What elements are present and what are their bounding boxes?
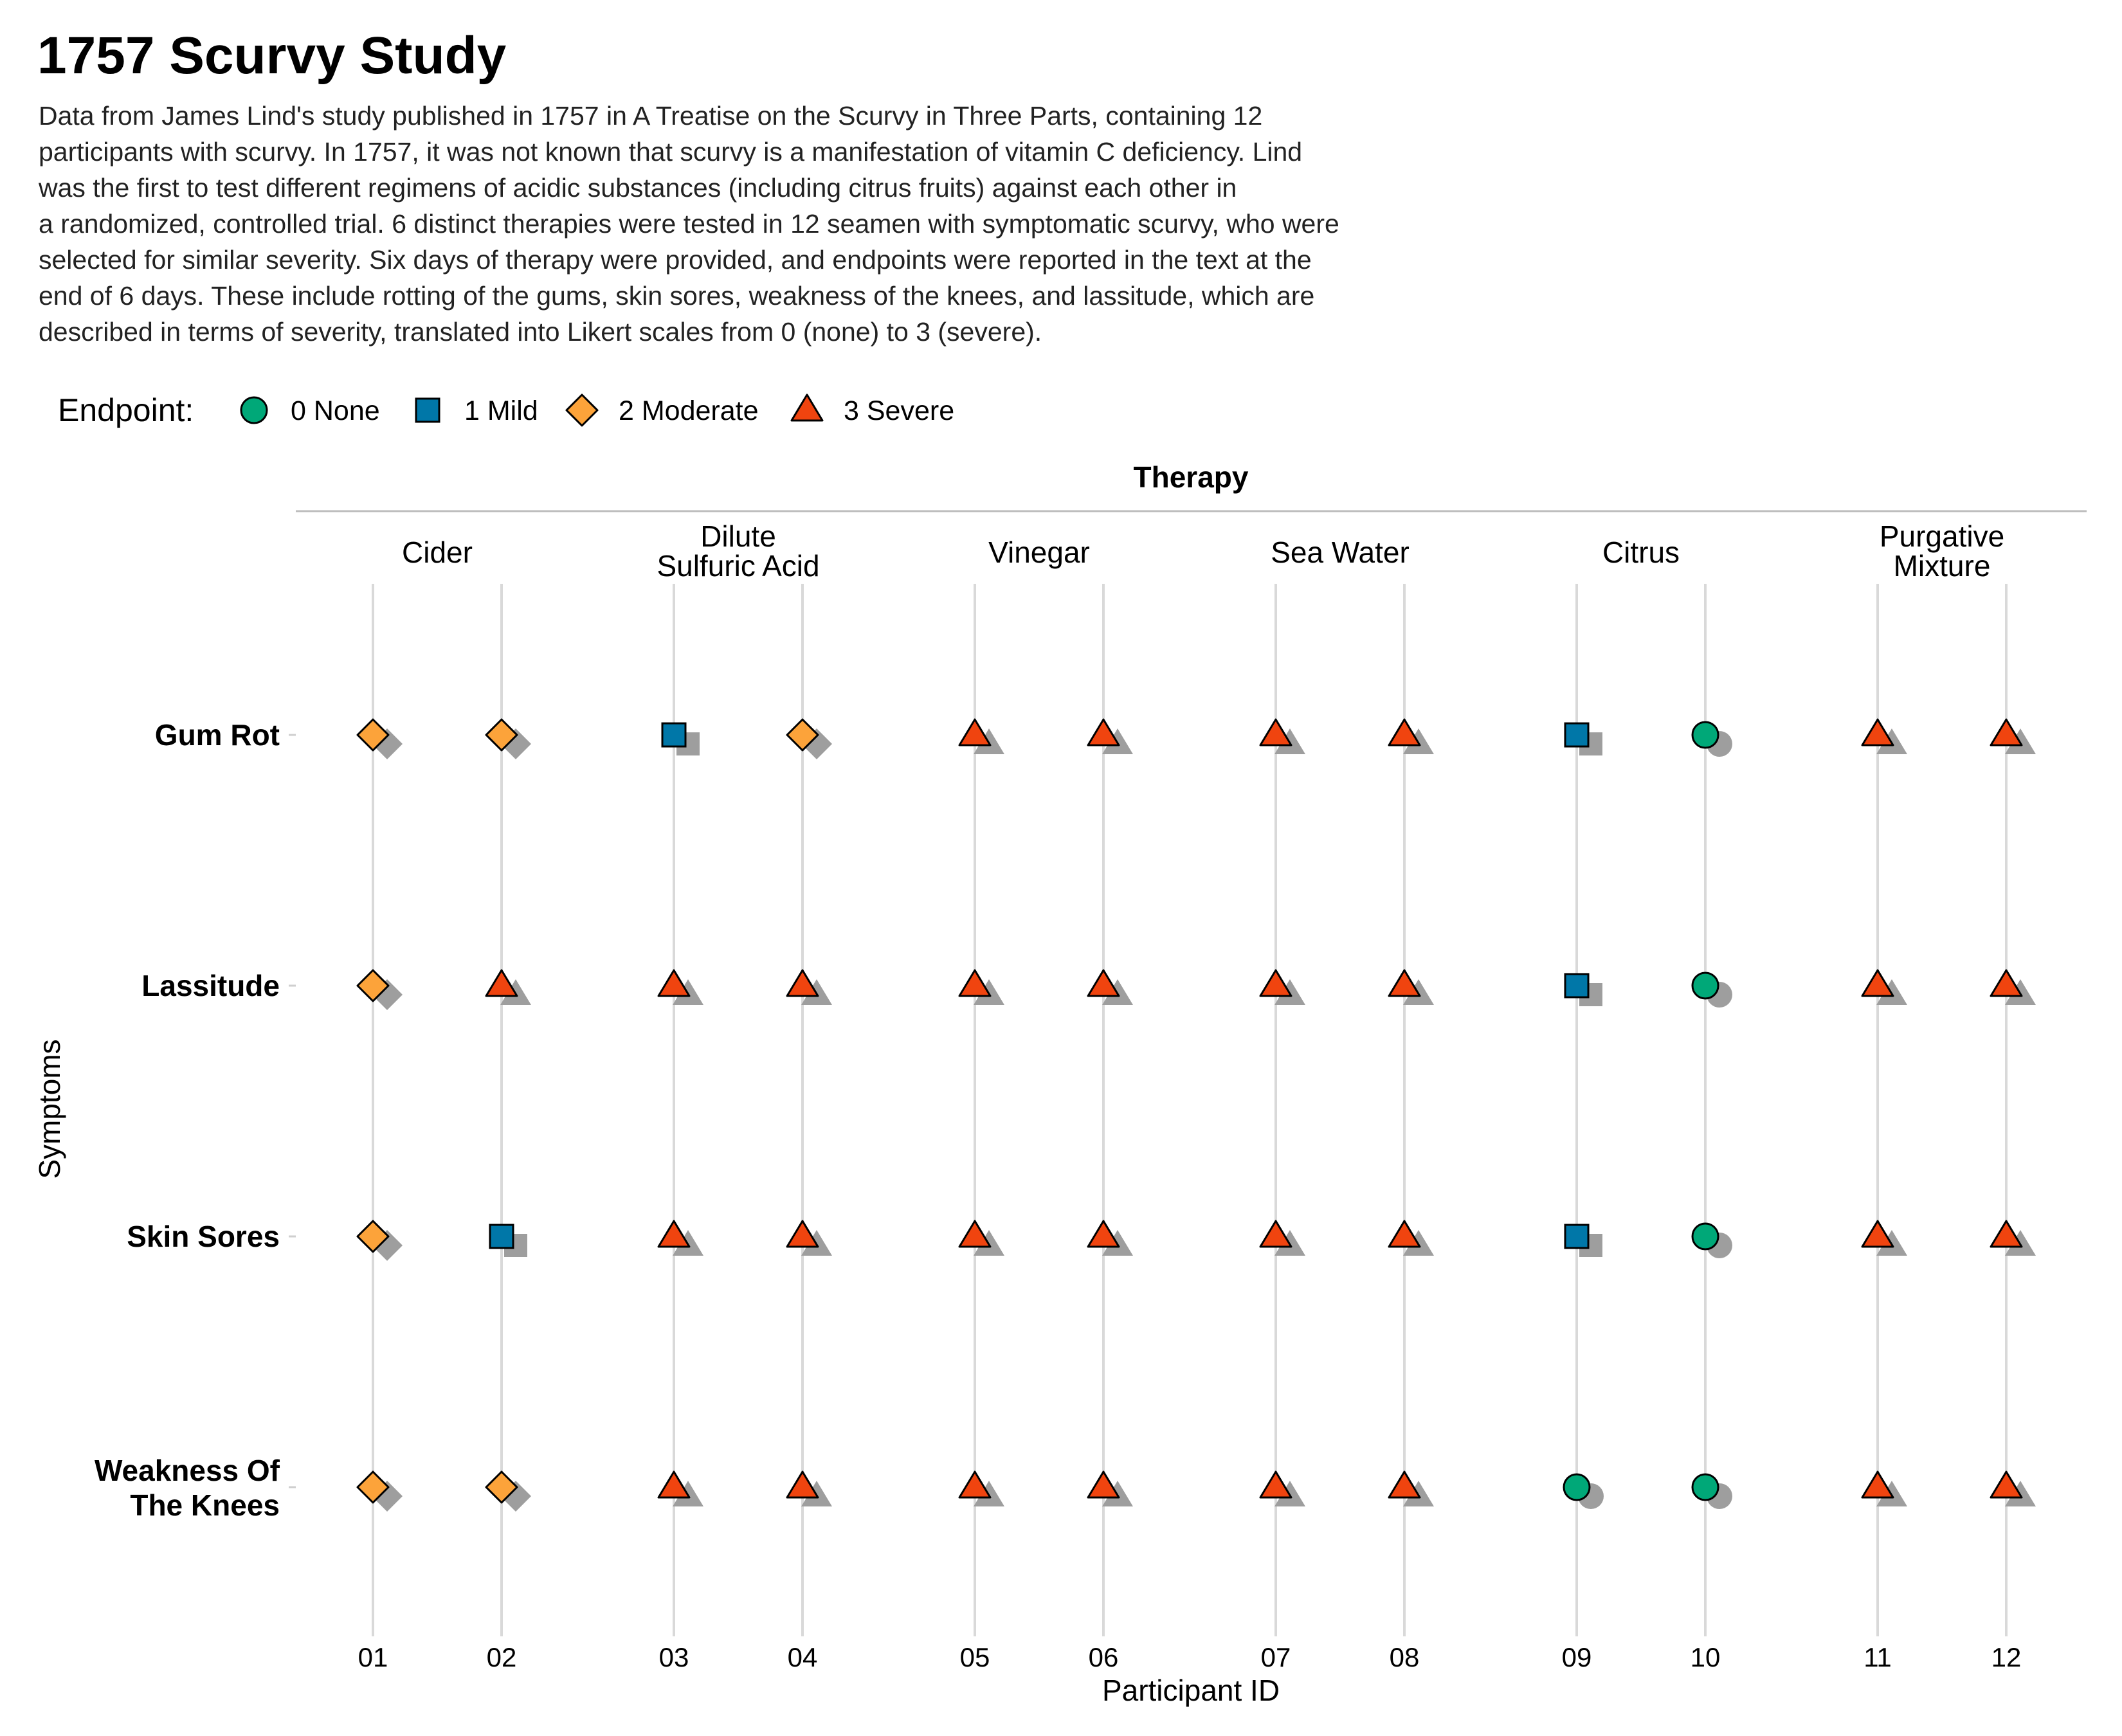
subtitle-line: end of 6 days. These include rotting of … [39, 281, 1315, 311]
legend-label: 3 Severe [844, 395, 954, 426]
marker-square [1564, 973, 1590, 999]
marker-triangle [1388, 969, 1421, 997]
legend-key-circle [240, 396, 268, 424]
therapy-label: Cider [402, 536, 473, 569]
x-tick-label: 08 [1390, 1642, 1420, 1672]
marker-triangle [1861, 1470, 1894, 1499]
marker-square [1564, 722, 1590, 748]
marker-square [489, 1224, 514, 1249]
subtitle-line: selected for similar severity. Six days … [39, 245, 1312, 275]
subtitle-line: described in terms of severity, translat… [39, 317, 1042, 347]
marker-triangle [958, 969, 992, 997]
marker-triangle [1990, 1470, 2023, 1499]
marker-triangle [786, 1220, 819, 1248]
marker-triangle [786, 969, 819, 997]
marker-triangle [958, 718, 992, 746]
symptom-label: The Knees [130, 1488, 280, 1522]
legend-label: 1 Mild [464, 395, 538, 426]
chart-subtitle: Data from James Lind's study published i… [39, 98, 1582, 350]
marker-triangle [958, 1470, 992, 1499]
therapy-label: Mixture [1894, 549, 1991, 583]
marker-triangle [1259, 969, 1292, 997]
marker-triangle [1388, 1470, 1421, 1499]
x-tick-label: 03 [659, 1642, 689, 1672]
legend-label: 0 None [291, 395, 380, 426]
x-tick-label: 10 [1691, 1642, 1721, 1672]
subtitle-line: a randomized, controlled trial. 6 distin… [39, 209, 1339, 239]
marker-triangle [657, 969, 691, 997]
therapy-label: Citrus [1602, 536, 1680, 569]
therapy-label: Sulfuric Acid [657, 549, 819, 583]
facet-title: Therapy [1134, 460, 1249, 494]
marker-circle [1691, 721, 1719, 749]
marker-diamond [356, 1220, 390, 1253]
x-tick-label: 02 [487, 1642, 517, 1672]
x-tick-label: 06 [1089, 1642, 1119, 1672]
y-axis-title: Symptoms [33, 1039, 66, 1179]
marker-triangle [1259, 1220, 1292, 1248]
marker-circle [1691, 972, 1719, 1000]
symptom-label: Weakness Of [95, 1454, 280, 1487]
marker-triangle [1990, 969, 2023, 997]
marker-triangle [958, 1220, 992, 1248]
marker-triangle [1990, 1220, 2023, 1248]
marker-triangle [485, 969, 518, 997]
therapy-label: Vinegar [988, 536, 1090, 569]
x-tick-label: 05 [960, 1642, 990, 1672]
marker-square [661, 722, 687, 748]
therapy-label: Dilute [700, 520, 776, 553]
marker-diamond [485, 1470, 518, 1504]
marker-triangle [657, 1470, 691, 1499]
marker-triangle [1087, 1470, 1120, 1499]
legend-key-diamond [565, 393, 599, 427]
marker-square [1564, 1224, 1590, 1249]
x-tick-label: 01 [358, 1642, 388, 1672]
subtitle-line: participants with scurvy. In 1757, it wa… [39, 137, 1303, 167]
legend: Endpoint: 0 None 1 Mild 2 Moderate 3 Severe [58, 392, 954, 428]
symptom-label: Lassitude [141, 969, 280, 1002]
marker-triangle [1259, 718, 1292, 746]
marker-triangle [1087, 718, 1120, 746]
therapy-label: Purgative [1880, 520, 2004, 553]
legend-label: 2 Moderate [619, 395, 759, 426]
marker-triangle [1388, 1220, 1421, 1248]
x-tick-label: 11 [1864, 1642, 1892, 1672]
subtitle-line: was the first to test different regimens… [39, 173, 1237, 203]
marker-circle [1563, 1473, 1591, 1501]
x-tick-label: 04 [788, 1642, 818, 1672]
gridlines [372, 584, 2008, 1636]
marker-triangle [1388, 718, 1421, 746]
x-tick-label: 12 [1991, 1642, 2022, 1672]
symptom-label: Skin Sores [127, 1220, 280, 1253]
marker-triangle [786, 1470, 819, 1499]
symptom-label: Gum Rot [155, 718, 280, 752]
marker-triangle [1861, 1220, 1894, 1248]
marker-triangle [1861, 969, 1894, 997]
marker-triangle [1259, 1470, 1292, 1499]
marker-triangle [1087, 1220, 1120, 1248]
marker-triangle [1990, 718, 2023, 746]
axes: 01 02 03 04 05 06 07 08 09 10 11 12 Participant ID Sy… [33, 460, 2087, 1707]
marker-diamond [356, 969, 390, 1002]
marker-diamond [786, 718, 819, 752]
legend-key-square [415, 397, 440, 423]
x-tick-label: 07 [1261, 1642, 1291, 1672]
subtitle-line: Data from James Lind's study published i… [39, 101, 1263, 131]
marker-triangle [1861, 718, 1894, 746]
therapy-label: Sea Water [1271, 536, 1410, 569]
x-tick-label: 09 [1562, 1642, 1592, 1672]
x-axis-title: Participant ID [1102, 1674, 1280, 1707]
markers [356, 718, 2036, 1512]
marker-circle [1691, 1222, 1719, 1251]
marker-diamond [485, 718, 518, 752]
marker-diamond [356, 718, 390, 752]
chart-title: 1757 Scurvy Study [37, 26, 507, 85]
marker-circle [1691, 1473, 1719, 1501]
legend-title: Endpoint: [58, 392, 194, 428]
marker-diamond [356, 1470, 390, 1504]
marker-triangle [657, 1220, 691, 1248]
legend-key-triangle [790, 393, 824, 422]
marker-triangle [1087, 969, 1120, 997]
